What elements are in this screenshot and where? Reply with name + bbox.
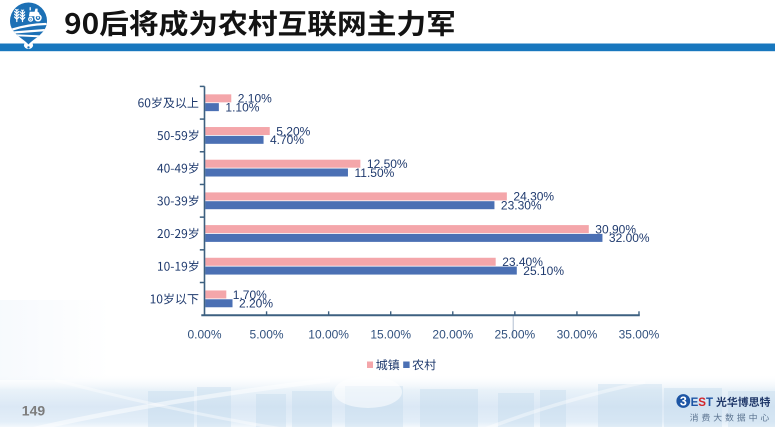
svg-text:12.50%: 12.50% (367, 157, 408, 171)
svg-text:4.70%: 4.70% (270, 133, 304, 147)
svg-text:1.10%: 1.10% (225, 100, 259, 114)
svg-text:23.30%: 23.30% (501, 199, 542, 213)
svg-text:23.40%: 23.40% (502, 255, 543, 269)
svg-text:2.10%: 2.10% (238, 92, 272, 106)
svg-text:32.00%: 32.00% (609, 231, 650, 245)
svg-text:3: 3 (680, 395, 687, 409)
svg-text:25.10%: 25.10% (523, 264, 564, 278)
svg-text:15.00%: 15.00% (370, 327, 411, 341)
svg-text:30.00%: 30.00% (557, 327, 598, 341)
svg-text:30.90%: 30.90% (595, 222, 636, 236)
svg-text:5.00%: 5.00% (250, 327, 284, 341)
svg-text:20.00%: 20.00% (432, 327, 473, 341)
svg-text:1.70%: 1.70% (233, 288, 267, 302)
svg-text:0.00%: 0.00% (187, 327, 221, 341)
svg-text:149: 149 (22, 402, 46, 418)
svg-text:35.00%: 35.00% (619, 327, 660, 341)
svg-text:25.00%: 25.00% (494, 327, 535, 341)
svg-text:EST: EST (691, 397, 713, 409)
svg-text:2.20%: 2.20% (239, 297, 273, 311)
svg-text:11.50%: 11.50% (355, 166, 395, 180)
svg-text:10.00%: 10.00% (308, 327, 349, 341)
svg-text:5.20%: 5.20% (276, 124, 310, 138)
svg-text:24.30%: 24.30% (513, 190, 554, 204)
